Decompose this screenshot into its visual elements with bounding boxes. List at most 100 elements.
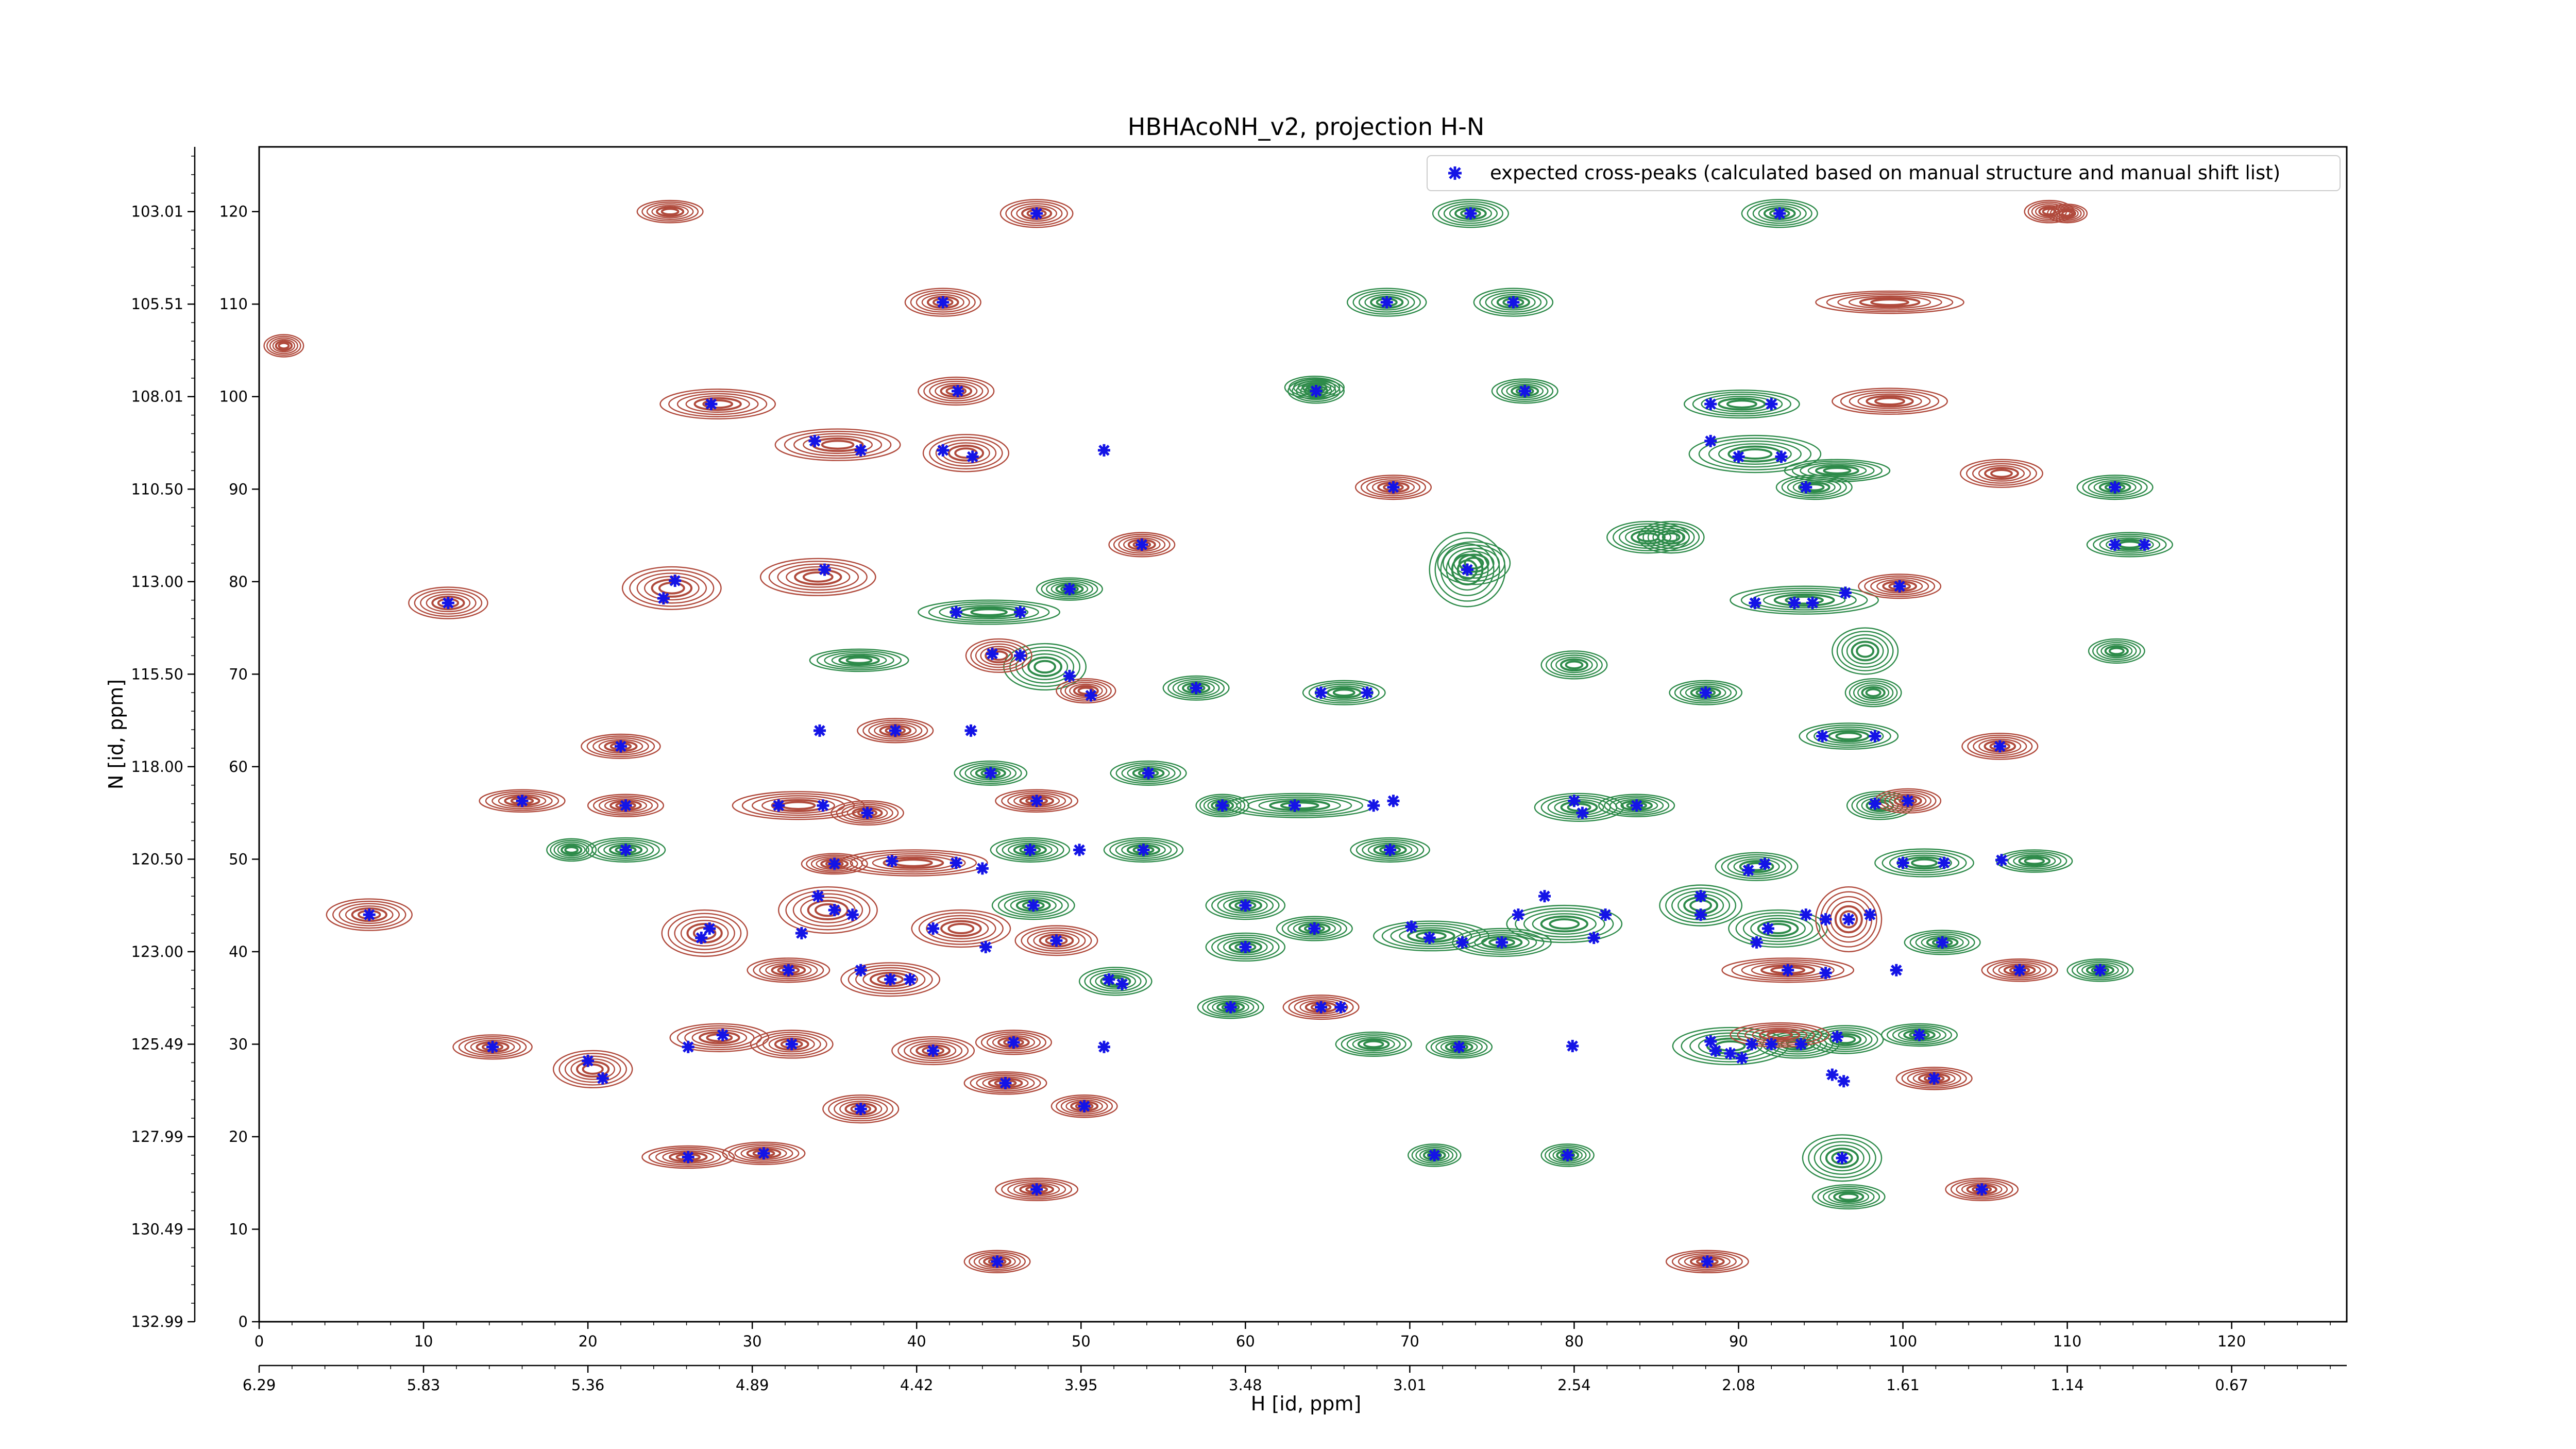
negative-contour-level (1289, 377, 1341, 398)
negative-contour-level (1548, 1147, 1587, 1164)
positive-contour-level (1866, 395, 1914, 408)
positive-contour-level (1007, 792, 1066, 810)
positive-contour-level (839, 1101, 883, 1118)
positive-contour-level (1001, 1179, 1073, 1200)
cross-peak-marker (1014, 606, 1027, 619)
negative-contour-level (1358, 292, 1415, 313)
cross-peak-marker (966, 450, 979, 463)
negative-contour (954, 760, 1028, 786)
cross-peak-marker (1863, 908, 1876, 921)
positive-contour-level (667, 913, 742, 954)
negative-contour-level (1560, 658, 1588, 672)
negative-contour (1728, 909, 1828, 948)
positive-contour-level (1360, 476, 1427, 498)
positive-contour-level (785, 889, 871, 931)
negative-contour-level (1604, 795, 1670, 816)
cross-peak-marker (1239, 940, 1252, 953)
negative-contour-level (1287, 919, 1342, 938)
positive-contour-level (332, 900, 406, 929)
negative-contour-level (1739, 860, 1774, 873)
negative-contour-level (2076, 475, 2154, 500)
cross-peak-marker (950, 606, 962, 619)
positive-contour-level (1874, 397, 1905, 406)
positive-contour-level (821, 440, 855, 450)
negative-contour-level (1407, 1143, 1462, 1167)
negative-contour-level (1609, 797, 1664, 814)
negative-contour (1832, 627, 1899, 675)
negative-contour-level (1546, 652, 1603, 678)
cross-peak-marker (1794, 1038, 1807, 1051)
negative-contour-level (1276, 916, 1353, 941)
cross-peak-marker (1453, 1040, 1466, 1053)
negative-contour-level (1435, 1038, 1483, 1056)
cross-peak-marker (1561, 1149, 1574, 1161)
positive-contour-level (1282, 995, 1360, 1020)
positive-contour-level (1967, 734, 2033, 758)
negative-contour-level (1718, 397, 1766, 411)
cross-peak-marker (669, 574, 682, 587)
negative-contour-level (1485, 292, 1542, 313)
cross-peak-marker (1310, 384, 1323, 397)
negative-contour-level (1921, 935, 1964, 950)
negative-contour-level (1411, 1145, 1458, 1166)
positive-contour-level (1815, 886, 1883, 953)
positive-contour-level (868, 721, 923, 740)
x-ppm-tick-label: 1.61 (1886, 1376, 1920, 1394)
negative-contour-level (1399, 927, 1464, 945)
cross-peak-marker (1507, 296, 1520, 309)
positive-contour-level (1366, 478, 1421, 497)
negative-contour-level (1791, 460, 1883, 481)
cross-peak-marker (2109, 538, 2122, 551)
negative-contour-level (1167, 677, 1225, 699)
positive-contour-level (1010, 203, 1063, 224)
positive-contour-level (659, 389, 776, 420)
negative-contour-level (1523, 910, 1605, 938)
positive-contour-level (945, 386, 967, 396)
positive-contour-level (570, 1058, 615, 1080)
negative-contour-level (1773, 593, 1835, 607)
negative-contour-level (1818, 1029, 1873, 1050)
negative-contour-level (1833, 1191, 1865, 1203)
x-index-tick-label: 100 (1889, 1333, 1917, 1350)
negative-contour-level (1652, 528, 1690, 547)
negative-contour-level (1308, 682, 1380, 704)
negative-contour-level (1121, 843, 1166, 857)
positive-contour (1832, 387, 1948, 415)
positive-contour (659, 389, 776, 420)
cross-peak-marker (1576, 806, 1589, 819)
positive-contour-level (862, 719, 928, 742)
positive-contour-level (1857, 393, 1922, 409)
negative-contour-level (1684, 389, 1800, 419)
x-index-tick-label: 10 (414, 1333, 433, 1350)
cross-peak-marker (1239, 899, 1252, 912)
positive-contour-level (2031, 203, 2067, 220)
negative-contour-level (964, 764, 1017, 782)
cross-peak-marker (1384, 844, 1397, 856)
cross-peak-marker (486, 1040, 499, 1053)
y-ppm-tick-label: 115.50 (131, 665, 183, 683)
cross-peak-marker (363, 908, 376, 921)
negative-contour-level (2086, 532, 2174, 558)
negative-contour-level (1479, 290, 1548, 315)
positive-contour-level (874, 723, 917, 738)
negative-contour-level (1642, 523, 1700, 551)
positive-contour-level (897, 1038, 969, 1064)
cross-peak-marker (1826, 1068, 1839, 1081)
negative-contour-level (2096, 642, 2137, 660)
y-ppm-tick-label: 132.99 (131, 1313, 183, 1330)
negative-contour-level (1443, 203, 1498, 224)
positive-contour-level (2027, 201, 2071, 222)
negative-contour-level (1458, 553, 1489, 573)
positive-contour (263, 334, 304, 358)
negative-contour-level (557, 843, 586, 857)
cross-peak-marker (1724, 1047, 1737, 1060)
cross-peak-marker (1142, 767, 1155, 780)
negative-contour (1437, 541, 1511, 585)
negative-contour-level (1103, 837, 1184, 863)
positive-contour-level (910, 290, 976, 315)
positive-contour-level (910, 1042, 957, 1059)
cross-peak-marker (1464, 207, 1477, 220)
positive-contour-level (923, 378, 989, 404)
y-index-tick-label: 50 (229, 850, 248, 868)
positive-contour-level (810, 856, 858, 872)
